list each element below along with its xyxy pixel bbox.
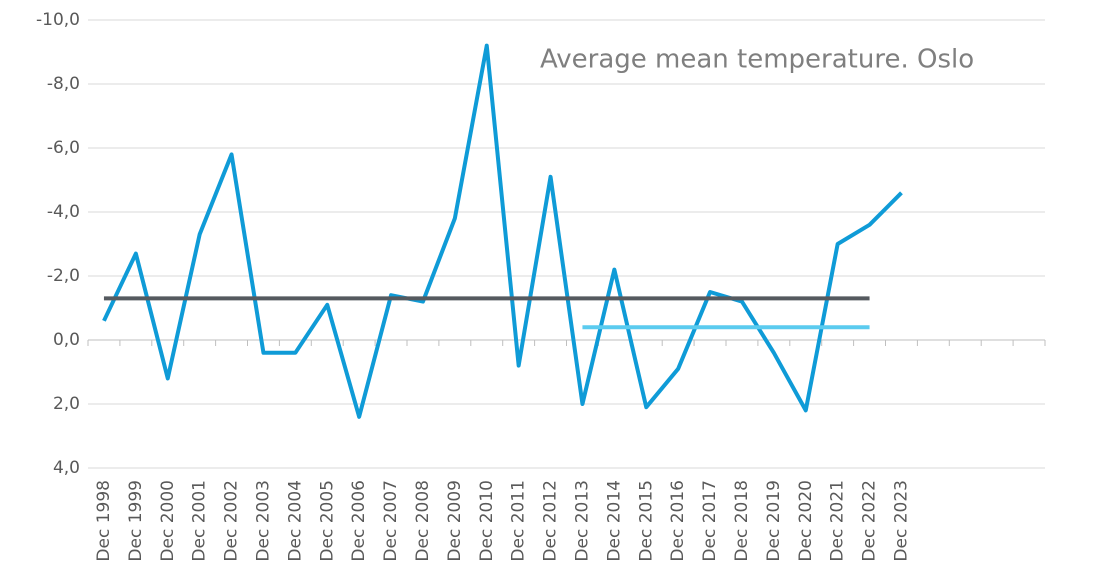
x-tick-label: Dec 2018 bbox=[732, 480, 752, 562]
x-tick-label: Dec 2001 bbox=[190, 480, 210, 562]
y-tick-label: -8,0 bbox=[47, 74, 80, 94]
y-tick-label: -2,0 bbox=[47, 266, 80, 286]
x-tick-label: Dec 2020 bbox=[796, 480, 816, 562]
chart-title: Average mean temperature. Oslo bbox=[540, 45, 974, 75]
x-tick-label: Dec 2012 bbox=[541, 480, 561, 562]
x-tick-label: Dec 2013 bbox=[572, 480, 592, 562]
x-tick-label: Dec 2021 bbox=[828, 480, 848, 562]
x-tick-label: Dec 2002 bbox=[222, 480, 242, 562]
x-tick-label: Dec 2006 bbox=[349, 480, 369, 562]
x-tick-label: Dec 2003 bbox=[253, 480, 273, 562]
x-tick-label: Dec 2023 bbox=[891, 480, 911, 562]
y-tick-label: -4,0 bbox=[47, 202, 80, 222]
x-tick-label: Dec 2010 bbox=[477, 480, 497, 562]
x-tick-label: Dec 1998 bbox=[94, 480, 114, 562]
series-line bbox=[102, 43, 903, 419]
x-tick-label: Dec 2008 bbox=[413, 480, 433, 562]
y-tick-label: -10,0 bbox=[36, 10, 80, 30]
x-tick-label: Dec 2004 bbox=[285, 480, 305, 562]
y-tick-label: -6,0 bbox=[47, 138, 80, 158]
x-tick-label: Dec 2005 bbox=[317, 480, 337, 562]
y-tick-label: 4,0 bbox=[53, 458, 80, 478]
x-tick-label: Dec 2000 bbox=[158, 480, 178, 562]
x-tick-label: Dec 2009 bbox=[445, 480, 465, 562]
x-tick-label: Dec 2016 bbox=[668, 480, 688, 562]
x-tick-label: Dec 2017 bbox=[700, 480, 720, 562]
y-tick-label: 0,0 bbox=[53, 330, 80, 350]
x-tick-label: Dec 2007 bbox=[381, 480, 401, 562]
x-tick-label: Dec 2022 bbox=[860, 480, 880, 562]
x-tick-label: Dec 2015 bbox=[636, 480, 656, 562]
x-tick-label: Dec 1999 bbox=[126, 480, 146, 562]
y-tick-label: 2,0 bbox=[53, 394, 80, 414]
x-tick-label: Dec 2011 bbox=[509, 480, 529, 562]
x-tick-label: Dec 2019 bbox=[764, 480, 784, 562]
x-tick-label: Dec 2014 bbox=[604, 480, 624, 562]
